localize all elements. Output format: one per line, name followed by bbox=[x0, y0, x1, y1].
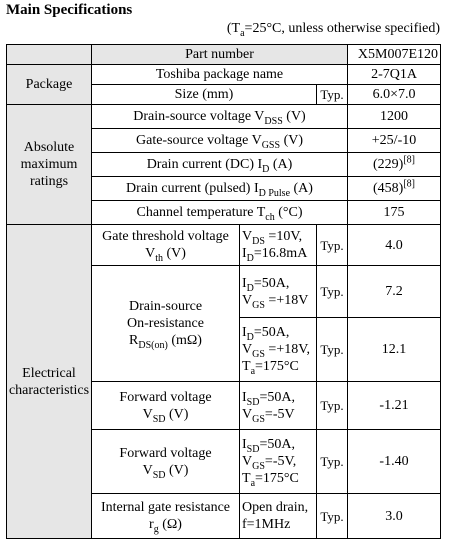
id-pulse-value: (458)[8] bbox=[347, 176, 442, 201]
rg-label: Internal gate resistance rg (Ω) bbox=[91, 493, 240, 539]
rds-label: Drain-source On-resistance RDS(on) (mΩ) bbox=[91, 265, 240, 382]
package-name-value: 2-7Q1A bbox=[347, 64, 442, 85]
vsd-typ-2: Typ. bbox=[315, 429, 349, 494]
vgss-label: Gate-source voltage VGSS (V) bbox=[90, 128, 349, 153]
rg-typ: Typ. bbox=[315, 493, 349, 539]
table-row-vdss: Absolute maximum ratings Drain-source vo… bbox=[6, 104, 442, 225]
rds-typ-2: Typ. bbox=[315, 317, 349, 382]
table-row-vth: Electrical characteristics Gate threshol… bbox=[6, 224, 442, 539]
rds-value-1: 7.2 bbox=[347, 265, 442, 318]
rds-value-2: 12.1 bbox=[347, 317, 442, 382]
test-condition: (Ta=25°C, unless otherwise specified) bbox=[226, 21, 440, 39]
table-row-package-name: Package Toshiba package name 2-7Q1A bbox=[6, 64, 442, 105]
vth-value: 4.0 bbox=[347, 224, 442, 266]
vsd-value-2: -1.40 bbox=[347, 429, 442, 494]
vsd-label-2: Forward voltage VSD (V) bbox=[91, 429, 240, 494]
vsd-typ-1: Typ. bbox=[315, 381, 349, 430]
table-row-rds-1: Drain-source On-resistance RDS(on) (mΩ) … bbox=[7, 265, 442, 382]
rg-value: 3.0 bbox=[347, 493, 442, 539]
tch-label: Channel temperature Tch (°C) bbox=[90, 200, 349, 225]
table-row-vsd-2: Forward voltage VSD (V) ISD=50A, VGS=-5V… bbox=[7, 429, 442, 494]
vth-condition: VDS =10V, ID=16.8mA bbox=[239, 224, 317, 266]
rds-condition-2: ID=50A, VGS =+18V, Ta=175°C bbox=[239, 317, 317, 382]
page-title: Main Specifications bbox=[6, 2, 133, 18]
part-number-value: X5M007E120 bbox=[347, 44, 442, 65]
vth-typ: Typ. bbox=[315, 224, 349, 266]
rds-condition-1: ID=50A, VGS =+18V bbox=[239, 265, 317, 318]
part-number-label: Part number bbox=[90, 44, 349, 65]
vsd-label-1: Forward voltage VSD (V) bbox=[91, 381, 240, 430]
id-value: (229)[8] bbox=[347, 152, 442, 177]
id-pulse-label: Drain current (pulsed) ID Pulse (A) bbox=[90, 176, 349, 201]
size-label: Size (mm) bbox=[91, 84, 317, 105]
rds-typ-1: Typ. bbox=[315, 265, 349, 318]
table-row-id-pulse: Drain current (pulsed) ID Pulse (A) (458… bbox=[7, 176, 442, 201]
vgss-value: +25/-10 bbox=[347, 128, 442, 153]
id-label: Drain current (DC) ID (A) bbox=[90, 152, 349, 177]
table-row-part-number: Part number X5M007E120 bbox=[6, 44, 442, 65]
vth-label: Gate threshold voltage Vth (V) bbox=[91, 224, 240, 266]
group-package: Package bbox=[6, 64, 92, 105]
vsd-value-1: -1.21 bbox=[347, 381, 442, 430]
table-row-tch: Channel temperature Tch (°C) 175 bbox=[7, 200, 442, 225]
size-typ: Typ. bbox=[315, 84, 349, 105]
size-value: 6.0×7.0 bbox=[347, 84, 442, 105]
table-row-rg: Internal gate resistance rg (Ω) Open dra… bbox=[7, 493, 442, 539]
tch-value: 175 bbox=[347, 200, 442, 225]
table-row-rds-2: ID=50A, VGS =+18V, Ta=175°C Typ. 12.1 bbox=[7, 317, 442, 382]
specifications-table: Part number X5M007E120 Package Toshiba p… bbox=[6, 44, 442, 539]
table-row-vsd-1: Forward voltage VSD (V) ISD=50A, VGS=-5V… bbox=[7, 381, 442, 430]
vsd-condition-1: ISD=50A, VGS=-5V bbox=[239, 381, 317, 430]
group-absolute-maximum-ratings: Absolute maximum ratings bbox=[6, 104, 92, 225]
vsd-condition-2: ISD=50A, VGS=-5V, Ta=175°C bbox=[239, 429, 317, 494]
vdss-label: Drain-source voltage VDSS (V) bbox=[90, 104, 349, 129]
group-electrical-characteristics: Electrical characteristics bbox=[6, 224, 92, 539]
rg-condition: Open drain, f=1MHz bbox=[239, 493, 317, 539]
vdss-value: 1200 bbox=[347, 104, 442, 129]
package-name-label: Toshiba package name bbox=[90, 64, 349, 85]
